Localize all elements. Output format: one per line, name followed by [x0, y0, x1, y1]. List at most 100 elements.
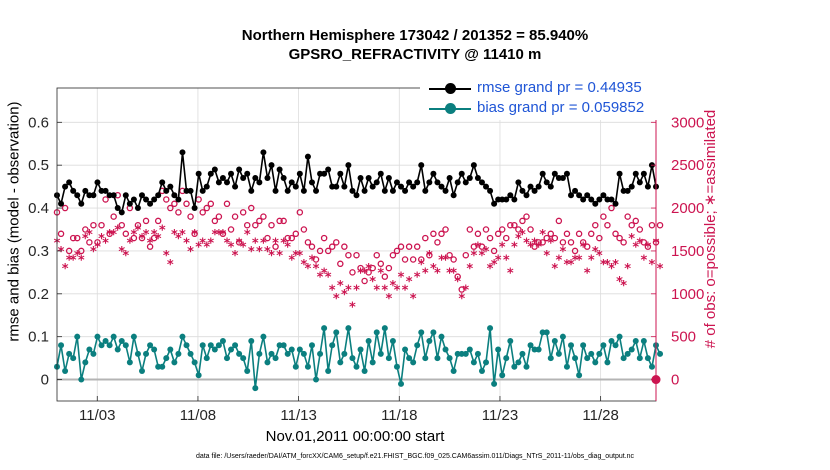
rmse-point — [284, 187, 291, 194]
assimilated-obs-point: * — [620, 279, 627, 294]
bias-point — [466, 346, 473, 353]
bias-point — [450, 367, 457, 374]
rmse-point — [276, 166, 283, 173]
possible-obs-point — [571, 247, 579, 255]
possible-obs-point — [567, 239, 575, 246]
bias-point — [110, 333, 117, 340]
possible-obs-point — [130, 234, 138, 242]
rmse-point — [426, 179, 433, 186]
possible-obs-point — [616, 234, 623, 242]
assimilated-obs-point: * — [66, 254, 73, 269]
assimilated-obs-point: * — [268, 249, 275, 264]
bias-point — [535, 346, 542, 353]
y-tick-label-right: 3000 — [671, 114, 704, 131]
possible-obs-point — [57, 230, 65, 238]
bias-point — [272, 355, 279, 362]
bias-point — [98, 342, 105, 349]
assimilated-obs-point: * — [357, 266, 364, 281]
possible-obs-point — [583, 243, 591, 250]
rmse-point — [211, 166, 218, 173]
rmse-point — [325, 166, 332, 173]
y-tick-labels-left: 0 0.1 0.2 0.3 0.4 0.5 0.6 — [28, 114, 49, 388]
assimilated-obs-point: * — [199, 236, 206, 251]
assimilated-obs-point: * — [341, 288, 348, 303]
rmse-point — [90, 192, 97, 199]
possible-obs-point — [470, 243, 478, 250]
possible-obs-point — [535, 239, 542, 246]
assimilated-obs-point: * — [600, 258, 607, 273]
rmse-point — [503, 196, 510, 203]
assimilated-obs-point: * — [349, 301, 356, 316]
assimilated-obs-point: * — [70, 254, 77, 269]
bias-point — [130, 333, 137, 340]
bias-point — [584, 355, 591, 362]
assimilated-obs-point: * — [568, 258, 575, 273]
assimilated-obs-point: * — [272, 236, 279, 251]
assimilated-obs-point: * — [167, 258, 174, 273]
rmse-point — [191, 205, 198, 212]
possible-obs-point — [454, 273, 461, 280]
assimilated-obs-point: * — [519, 228, 526, 243]
possible-obs-point — [288, 234, 295, 242]
bias-point — [442, 346, 449, 353]
possible-obs-point — [624, 213, 631, 220]
rmse-point — [483, 183, 490, 190]
assimilated-obs-point: * — [256, 245, 263, 260]
assimilated-obs-point: * — [560, 245, 567, 260]
assimilated-obs-point: * — [260, 236, 267, 251]
bias-point — [410, 359, 417, 366]
possible-obs-point — [284, 234, 291, 242]
rmse-point — [547, 183, 554, 190]
possible-obs-point — [478, 243, 486, 250]
y-tick-label-left: 0.3 — [28, 243, 49, 260]
rmse-point — [474, 175, 481, 182]
assimilated-obs-point: * — [499, 241, 506, 256]
assimilated-obs-point: * — [345, 284, 352, 299]
assimilated-obs-point: * — [628, 232, 635, 247]
rmse-point — [644, 183, 651, 190]
assimilated-obs-point: * — [430, 262, 437, 277]
assimilated-obs-point: * — [236, 236, 243, 251]
rmse-point — [458, 170, 465, 177]
y-tick-label-right: 500 — [671, 329, 696, 346]
bias-point — [563, 363, 570, 370]
bias-point — [292, 363, 299, 370]
bias-point — [604, 359, 611, 366]
x-tick-label: 11/08 — [180, 407, 216, 424]
possible-obs-point — [61, 204, 69, 212]
bias-point — [406, 355, 413, 362]
bias-point — [256, 350, 263, 357]
possible-obs-point — [409, 256, 417, 263]
rmse-point — [118, 209, 125, 216]
assimilated-obs-point: * — [584, 266, 591, 281]
bias-point — [389, 337, 396, 344]
rmse-point — [155, 192, 162, 199]
assimilated-obs-point: * — [163, 249, 170, 264]
assimilated-obs-point: * — [369, 275, 376, 290]
assimilated-obs-point: * — [90, 245, 97, 260]
bias-point — [228, 346, 235, 353]
bias-point — [495, 346, 502, 353]
possible-obs-point — [381, 273, 389, 280]
rmse-point — [321, 170, 328, 177]
possible-obs-point — [308, 243, 316, 250]
bias-point — [134, 350, 141, 357]
assimilated-obs-point: * — [438, 254, 445, 269]
rmse-point — [264, 175, 271, 182]
rmse-point — [248, 187, 255, 194]
assimilated-obs-point: * — [543, 249, 550, 264]
assimilated-obs-point: * — [110, 228, 117, 243]
rmse-point — [313, 187, 320, 194]
possible-obs-point — [426, 251, 433, 259]
rmse-point — [402, 187, 409, 194]
rmse-point — [612, 200, 619, 207]
rmse-point — [228, 170, 235, 177]
bias-point — [402, 346, 409, 353]
y-tick-label-left: 0.2 — [28, 286, 49, 303]
assimilated-obs-point: * — [507, 266, 514, 281]
bias-point — [70, 355, 77, 362]
rmse-point — [478, 179, 485, 186]
possible-obs-point — [450, 256, 457, 263]
assimilated-obs-point: * — [284, 241, 291, 256]
rmse-point — [252, 175, 259, 182]
